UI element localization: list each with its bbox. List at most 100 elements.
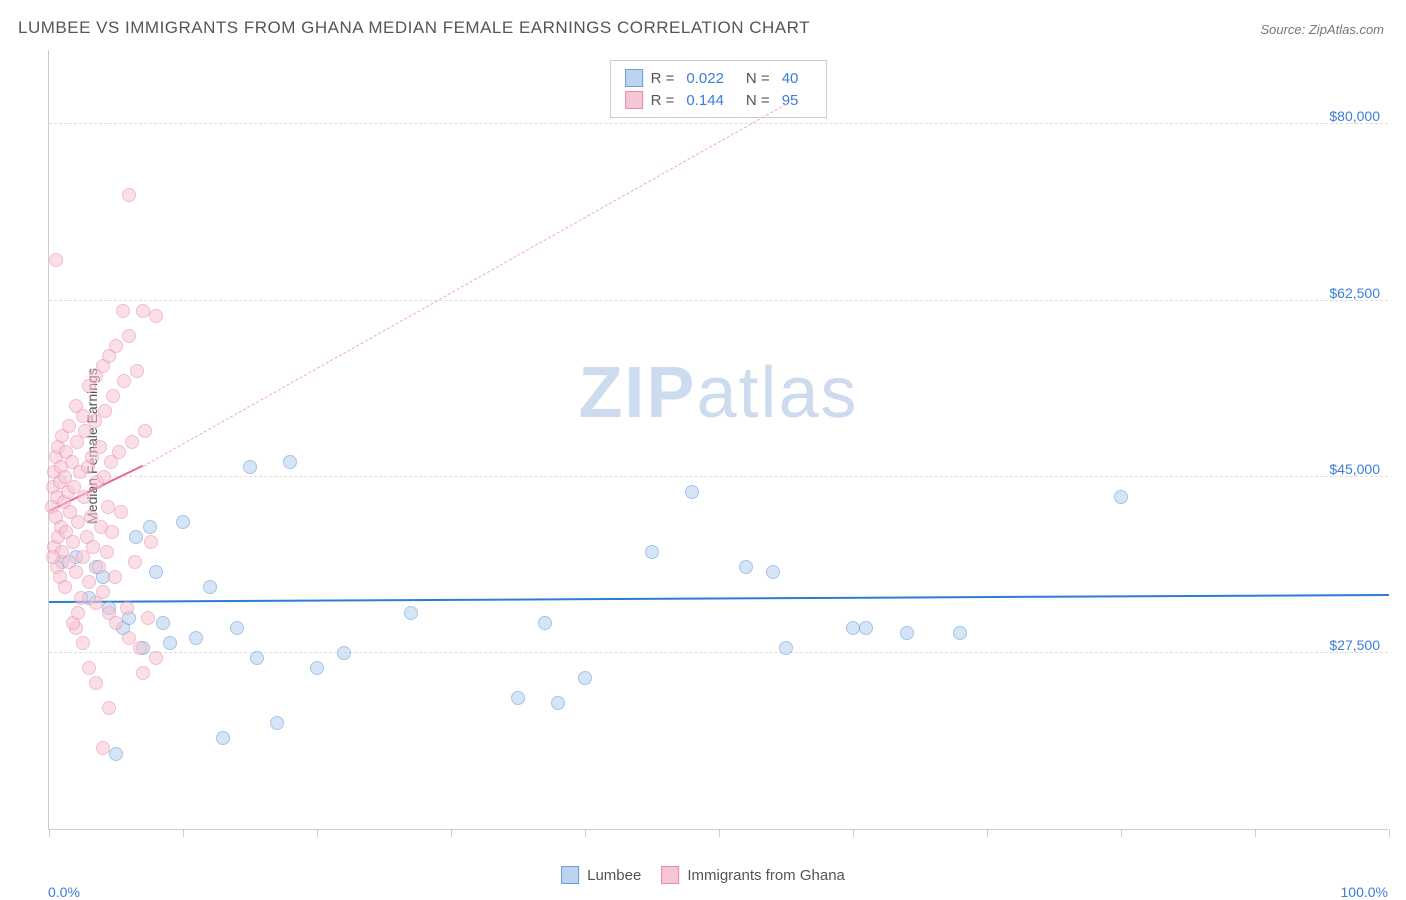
data-point — [114, 505, 128, 519]
x-tick — [451, 829, 452, 837]
x-tick — [183, 829, 184, 837]
data-point — [97, 470, 111, 484]
data-point — [109, 339, 123, 353]
data-point — [112, 445, 126, 459]
source-attribution: Source: ZipAtlas.com — [1260, 22, 1384, 37]
data-point — [846, 621, 860, 635]
data-point — [176, 515, 190, 529]
x-tick — [1255, 829, 1256, 837]
data-point — [337, 646, 351, 660]
trend-line — [49, 594, 1389, 603]
data-point — [149, 565, 163, 579]
data-point — [133, 641, 147, 655]
data-point — [144, 535, 158, 549]
data-point — [58, 580, 72, 594]
data-point — [779, 641, 793, 655]
data-point — [96, 585, 110, 599]
gridline — [49, 123, 1388, 124]
data-point — [76, 636, 90, 650]
data-point — [136, 304, 150, 318]
data-point — [46, 550, 60, 564]
data-point — [116, 304, 130, 318]
data-point — [82, 661, 96, 675]
data-point — [93, 440, 107, 454]
data-point — [88, 414, 102, 428]
data-point — [108, 570, 122, 584]
watermark: ZIPatlas — [578, 352, 858, 434]
gridline — [49, 476, 1388, 477]
data-point — [102, 701, 116, 715]
data-point — [128, 555, 142, 569]
legend-swatch-2 — [625, 91, 643, 109]
legend-label-ghana: Immigrants from Ghana — [687, 867, 845, 884]
data-point — [163, 636, 177, 650]
legend-label-lumbee: Lumbee — [587, 867, 641, 884]
data-point — [283, 455, 297, 469]
data-point — [82, 575, 96, 589]
y-tick-label: $80,000 — [1329, 108, 1380, 124]
legend-r-label: R = — [651, 92, 675, 109]
correlation-legend: R = 0.022 N = 40 R = 0.144 N = 95 — [610, 60, 828, 118]
data-point — [106, 389, 120, 403]
x-axis-max: 100.0% — [1341, 884, 1388, 900]
data-point — [120, 601, 134, 615]
data-point — [243, 460, 257, 474]
y-tick-label: $45,000 — [1329, 461, 1380, 477]
x-tick — [585, 829, 586, 837]
data-point — [130, 364, 144, 378]
data-point — [71, 606, 85, 620]
data-point — [141, 611, 155, 625]
data-point — [900, 626, 914, 640]
legend-n-label: N = — [746, 92, 770, 109]
gridline — [49, 300, 1388, 301]
x-tick — [317, 829, 318, 837]
data-point — [49, 253, 63, 267]
gridline — [49, 652, 1388, 653]
legend-swatch-lumbee — [561, 866, 579, 884]
x-axis-min: 0.0% — [48, 884, 80, 900]
data-point — [310, 661, 324, 675]
data-point — [578, 671, 592, 685]
y-tick-label: $62,500 — [1329, 285, 1380, 301]
data-point — [551, 696, 565, 710]
data-point — [96, 741, 110, 755]
data-point — [149, 651, 163, 665]
data-point — [538, 616, 552, 630]
legend-r-label: R = — [651, 70, 675, 87]
legend-swatch-ghana — [661, 866, 679, 884]
x-tick — [719, 829, 720, 837]
data-point — [1114, 490, 1128, 504]
data-point — [109, 747, 123, 761]
data-point — [66, 535, 80, 549]
x-tick — [987, 829, 988, 837]
data-point — [129, 530, 143, 544]
data-point — [105, 525, 119, 539]
legend-row-series-1: R = 0.022 N = 40 — [625, 67, 813, 89]
data-point — [739, 560, 753, 574]
data-point — [100, 545, 114, 559]
data-point — [685, 485, 699, 499]
data-point — [511, 691, 525, 705]
data-point — [143, 520, 157, 534]
legend-swatch-1 — [625, 69, 643, 87]
chart-title: LUMBEE VS IMMIGRANTS FROM GHANA MEDIAN F… — [18, 18, 810, 38]
data-point — [230, 621, 244, 635]
data-point — [216, 731, 230, 745]
data-point — [138, 424, 152, 438]
data-point — [859, 621, 873, 635]
data-point — [766, 565, 780, 579]
data-point — [86, 540, 100, 554]
data-point — [189, 631, 203, 645]
legend-row-series-2: R = 0.144 N = 95 — [625, 89, 813, 111]
data-point — [645, 545, 659, 559]
data-point — [404, 606, 418, 620]
y-tick-label: $27,500 — [1329, 637, 1380, 653]
data-point — [270, 716, 284, 730]
data-point — [250, 651, 264, 665]
data-point — [74, 591, 88, 605]
data-point — [122, 188, 136, 202]
plot-area: ZIPatlas R = 0.022 N = 40 R = 0.144 N = … — [48, 50, 1388, 830]
data-point — [125, 435, 139, 449]
data-point — [62, 419, 76, 433]
data-point — [101, 500, 115, 514]
